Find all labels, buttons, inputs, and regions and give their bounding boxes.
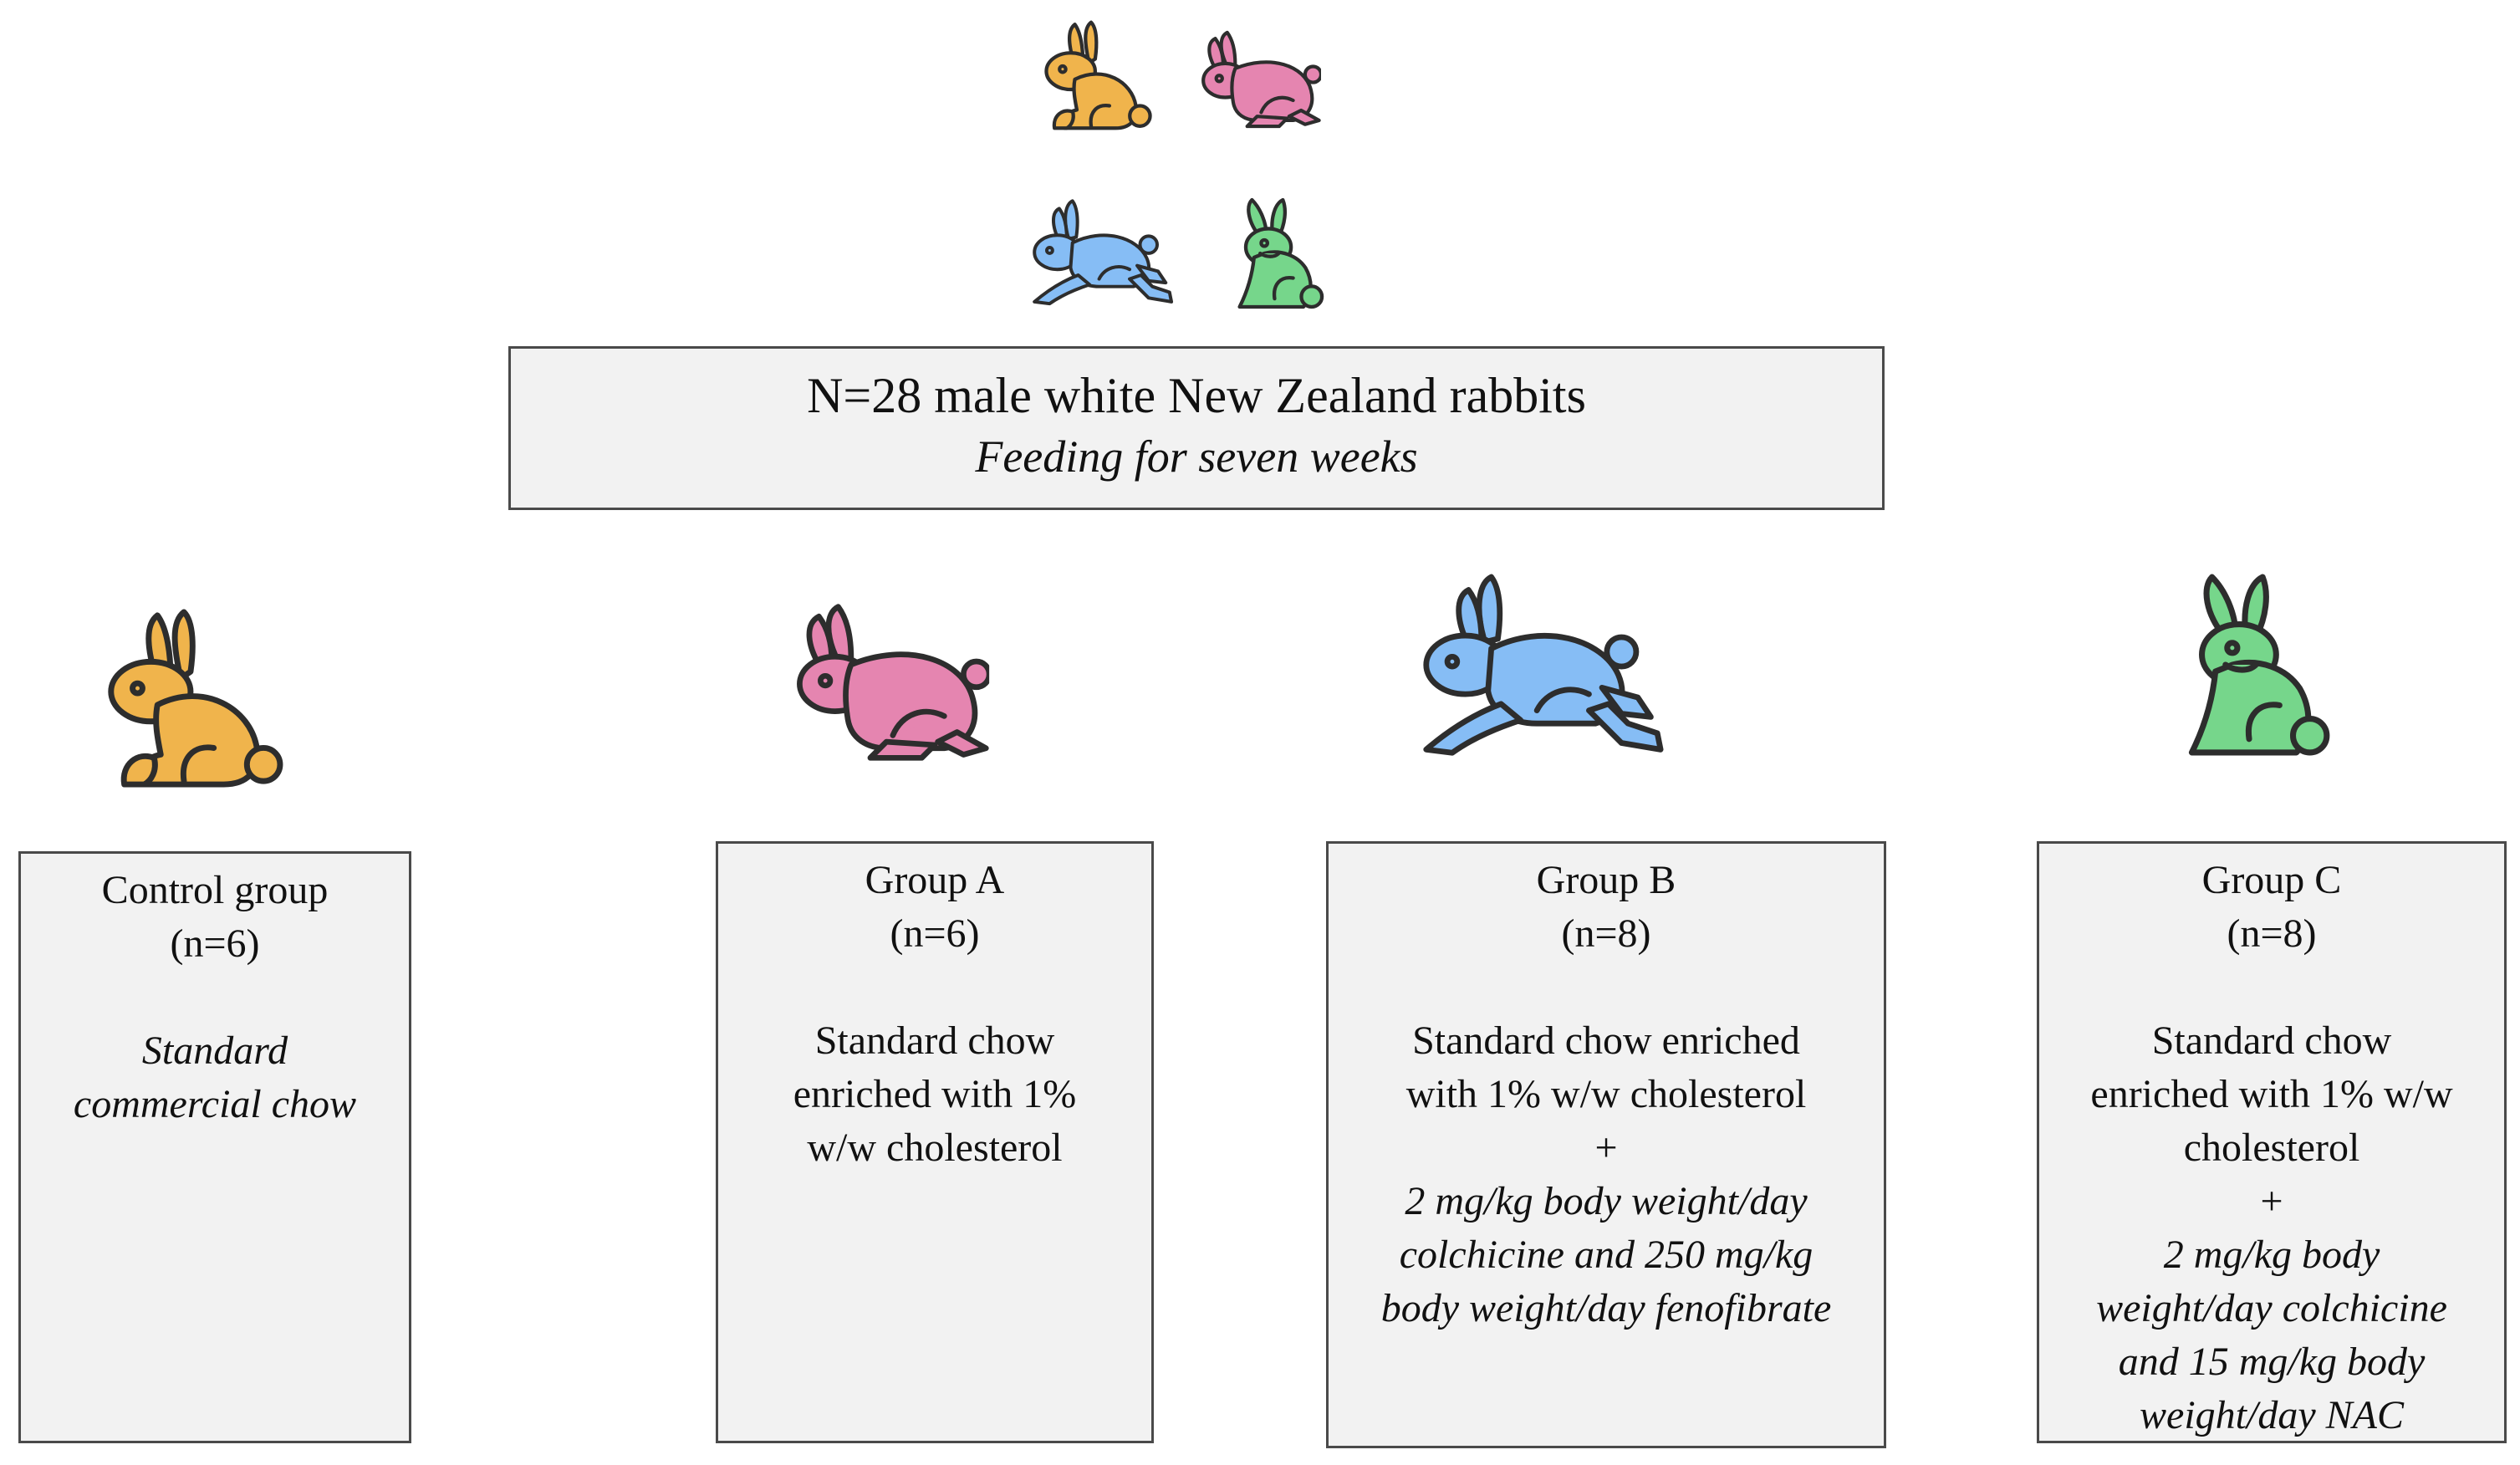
group-name: Group A [865, 858, 1005, 902]
control-group-box: Control group (n=6) Standard commercial … [18, 851, 411, 1443]
group-a-box: Group A (n=6) Standard chow enriched wit… [716, 841, 1154, 1443]
diet-line: Standard chow enriched [1412, 1018, 1800, 1063]
diet-line: w/w cholesterol [807, 1126, 1063, 1170]
plus-sign: + [1594, 1126, 1618, 1170]
group-name: Control group [101, 868, 329, 912]
group-size: (n=6) [170, 921, 260, 966]
leaping-rabbit-icon [1420, 574, 1664, 763]
diet-line: Standard chow [2151, 1018, 2392, 1063]
upright-rabbit-icon [1219, 192, 1326, 314]
group-b-box: Group B (n=8) Standard chow enriched wit… [1326, 841, 1886, 1448]
diet-line: cholesterol [2183, 1126, 2360, 1170]
running-rabbit-icon [1197, 28, 1321, 130]
group-size: (n=6) [890, 911, 980, 956]
study-summary-box: N=28 male white New Zealand rabbits Feed… [508, 346, 1885, 510]
upright-rabbit-icon [2157, 570, 2334, 759]
group-c-box: Group C (n=8) Standard chow enriched wit… [2037, 841, 2507, 1443]
diet-line: Standard [141, 1029, 288, 1073]
treatment-line: 2 mg/kg body weight/day [1405, 1179, 1808, 1223]
running-rabbit-icon [786, 600, 993, 764]
diet-line: with 1% w/w cholesterol [1405, 1072, 1807, 1116]
diet-line: commercial chow [73, 1082, 357, 1126]
study-title: N=28 male white New Zealand rabbits [807, 368, 1586, 423]
plus-sign: + [2260, 1179, 2283, 1223]
group-name: Group B [1536, 858, 1676, 902]
leaping-rabbit-icon [1027, 199, 1177, 309]
group-size: (n=8) [1561, 911, 1651, 956]
treatment-line: colchicine and 250 mg/kg [1399, 1233, 1813, 1277]
treatment-line: and 15 mg/kg body [2118, 1340, 2426, 1384]
study-subtitle: Feeding for seven weeks [975, 431, 1418, 482]
group-size: (n=8) [2227, 911, 2317, 956]
treatment-line: weight/day NAC [2140, 1393, 2404, 1437]
group-name: Group C [2201, 858, 2342, 902]
treatment-line: 2 mg/kg body [2163, 1233, 2380, 1277]
treatment-line: weight/day colchicine [2096, 1286, 2447, 1330]
diet-line: enriched with 1% [793, 1072, 1077, 1116]
sitting-rabbit-icon [84, 605, 284, 791]
diet-line: Standard chow [814, 1018, 1055, 1063]
sitting-rabbit-icon [1030, 17, 1152, 134]
treatment-line: body weight/day fenofibrate [1380, 1286, 1832, 1330]
diet-line: enriched with 1% w/w [2090, 1072, 2453, 1116]
